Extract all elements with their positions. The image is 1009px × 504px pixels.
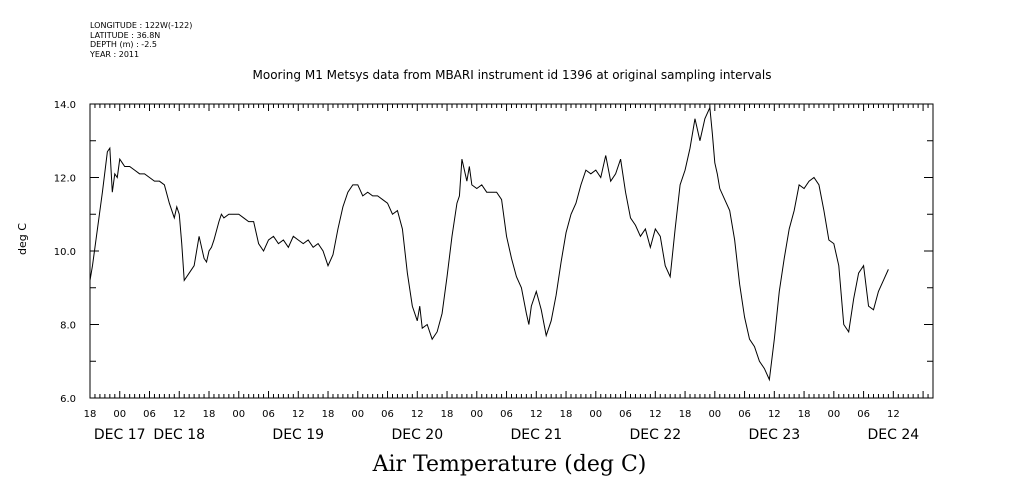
x-tick-label: 12 xyxy=(887,409,900,420)
axis-tick-labels: 6.0 8.0 10.0 12.0 14.0 18 00 06 12 18 00 06 12 18 00 06… xyxy=(54,100,920,443)
x-day-label: DEC 21 xyxy=(510,427,562,443)
x-tick-label: 12 xyxy=(530,409,543,420)
x-tick-label: 00 xyxy=(708,409,721,420)
y-tick-label: 6.0 xyxy=(60,394,76,405)
x-tick-label: 06 xyxy=(381,409,394,420)
meta-longitude: LONGITUDE : 122W(-122) xyxy=(90,21,193,30)
x-axis-title: Air Temperature (deg C) xyxy=(372,452,647,477)
x-tick-label: 06 xyxy=(619,409,632,420)
y-axis-label: deg C xyxy=(16,223,29,255)
x-day-label: DEC 20 xyxy=(391,427,443,443)
x-tick-label: 06 xyxy=(857,409,870,420)
x-tick-label: 18 xyxy=(203,409,216,420)
y-tick-label: 8.0 xyxy=(60,321,76,332)
x-day-label: DEC 18 xyxy=(153,427,205,443)
x-tick-label: 12 xyxy=(768,409,781,420)
chart-title: Mooring M1 Metsys data from MBARI instru… xyxy=(252,68,772,82)
x-tick-label: 18 xyxy=(441,409,454,420)
x-tick-label: 00 xyxy=(827,409,840,420)
x-tick-label: 06 xyxy=(143,409,156,420)
metadata-block: LONGITUDE : 122W(-122) LATITUDE : 36.8N … xyxy=(90,21,192,59)
plot-frame xyxy=(89,103,934,399)
axis-ticks xyxy=(89,103,934,399)
meta-depth: DEPTH (m) : -2.5 xyxy=(90,40,157,49)
y-tick-label: 14.0 xyxy=(54,100,76,111)
x-tick-label: 00 xyxy=(589,409,602,420)
x-tick-label: 18 xyxy=(84,409,97,420)
x-day-label: DEC 17 xyxy=(94,427,146,443)
x-day-label: DEC 22 xyxy=(629,427,681,443)
x-day-label: DEC 23 xyxy=(748,427,800,443)
x-tick-label: 12 xyxy=(411,409,424,420)
x-day-label: DEC 19 xyxy=(272,427,324,443)
x-tick-label: 18 xyxy=(322,409,335,420)
x-tick-label: 12 xyxy=(292,409,305,420)
x-tick-label: 00 xyxy=(470,409,483,420)
air-temperature-line xyxy=(89,105,889,382)
y-tick-label: 12.0 xyxy=(54,174,76,185)
x-tick-label: 12 xyxy=(649,409,662,420)
x-day-label: DEC 24 xyxy=(867,427,919,443)
x-tick-label: 18 xyxy=(560,409,573,420)
x-tick-label: 18 xyxy=(798,409,811,420)
meta-latitude: LATITUDE : 36.8N xyxy=(90,30,161,40)
x-tick-label: 12 xyxy=(173,409,186,420)
x-tick-label: 06 xyxy=(500,409,513,420)
x-tick-label: 18 xyxy=(679,409,692,420)
x-tick-label: 06 xyxy=(738,409,751,420)
x-tick-label: 00 xyxy=(113,409,126,420)
x-tick-label: 06 xyxy=(262,409,275,420)
y-tick-label: 10.0 xyxy=(54,247,76,258)
meta-year: YEAR : 2011 xyxy=(90,49,140,59)
x-tick-label: 00 xyxy=(232,409,245,420)
x-tick-label: 00 xyxy=(351,409,364,420)
